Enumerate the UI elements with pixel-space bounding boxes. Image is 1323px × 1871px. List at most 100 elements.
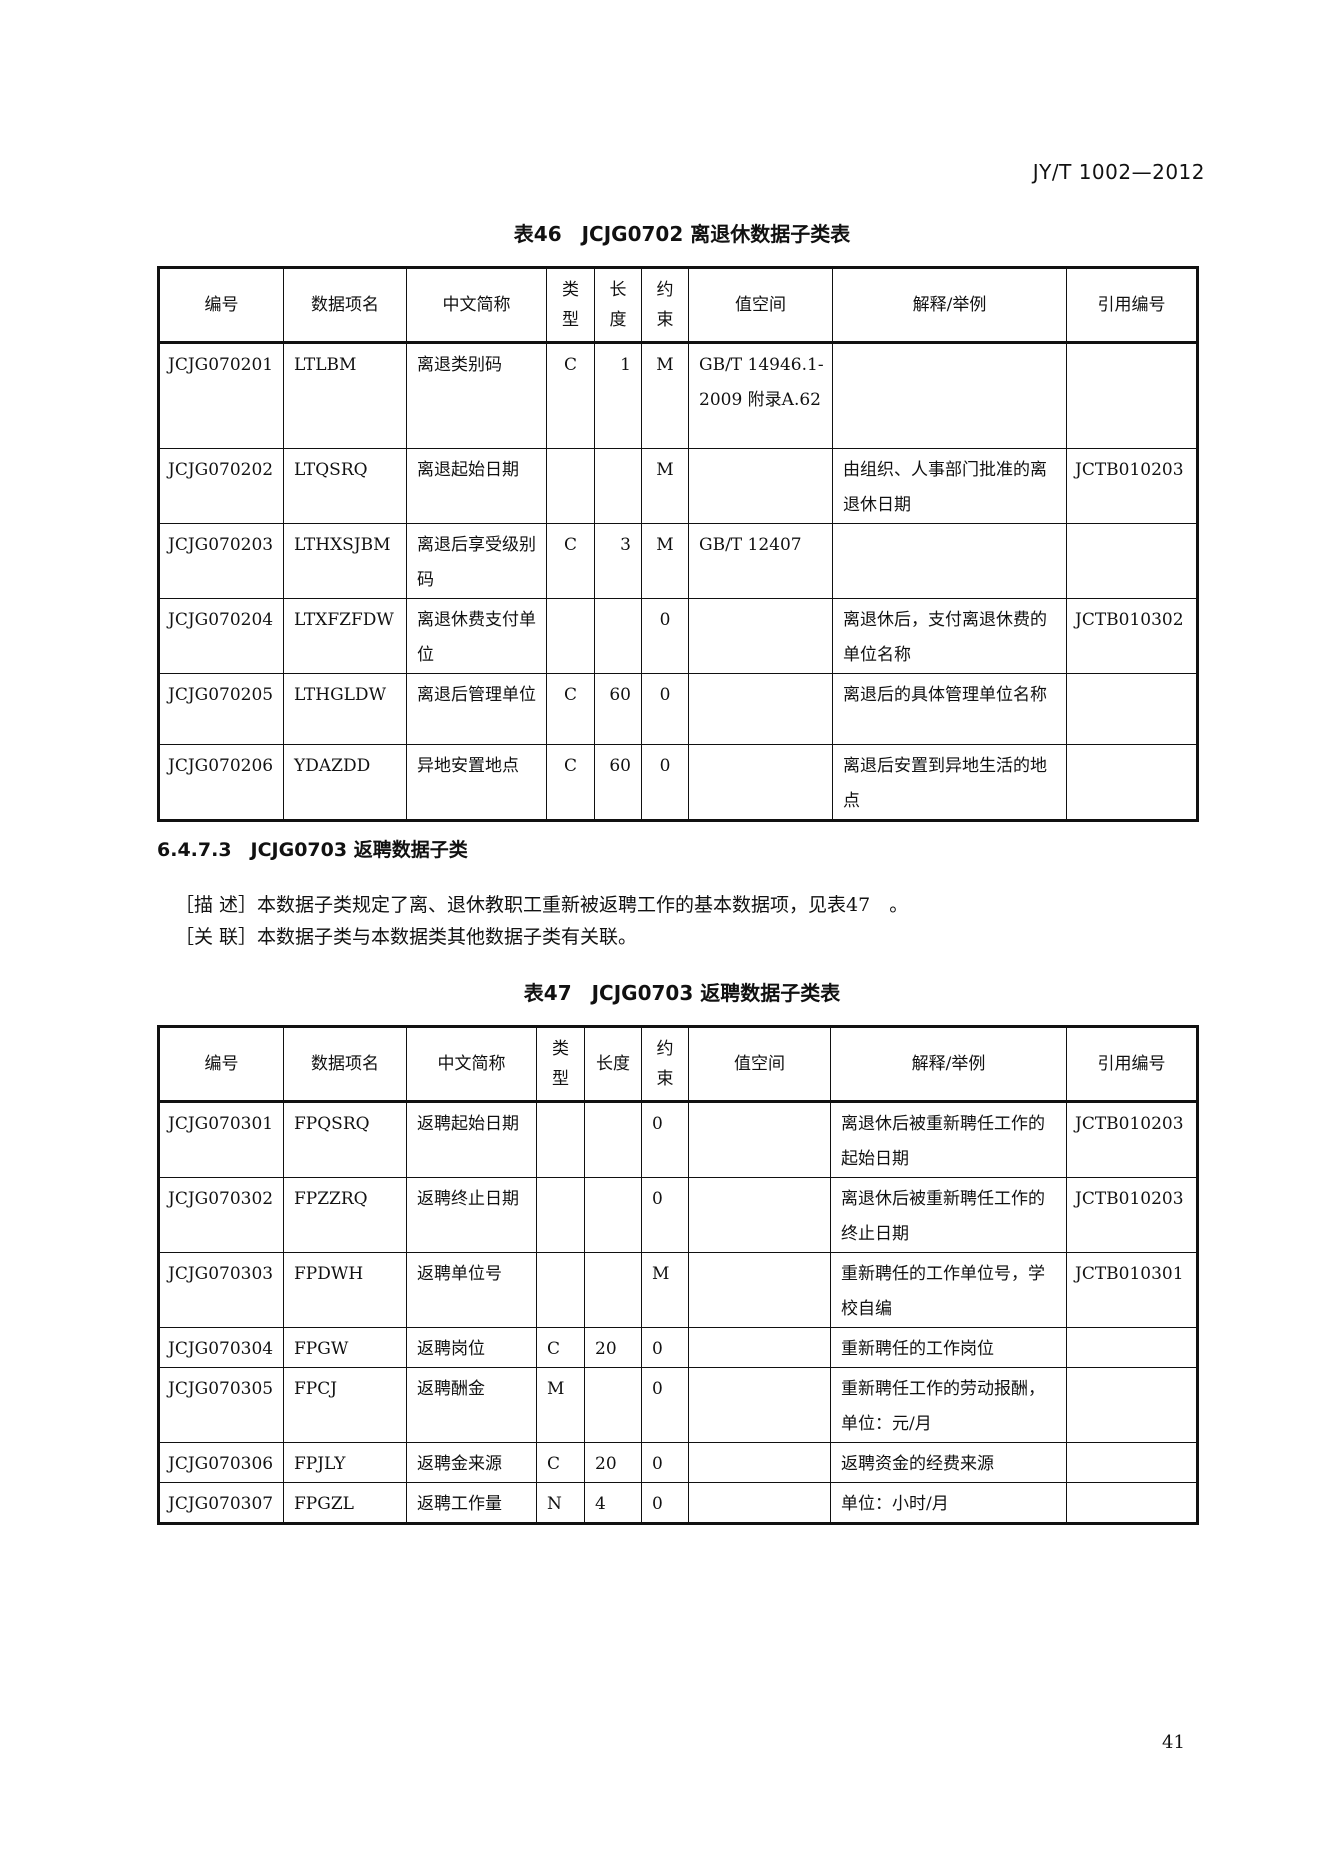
column-header: 解释/举例 (830, 1026, 1067, 1102)
table-cell: FPGW (283, 1327, 407, 1368)
table-cell: 返聘金来源 (406, 1442, 537, 1483)
table-cell: 返聘岗位 (406, 1327, 537, 1368)
table-cell (584, 1177, 642, 1253)
table-cell: JCJG070303 (158, 1252, 284, 1328)
table-cell (832, 342, 1067, 449)
table-cell: 离退后安置到异地生活的地点 (832, 744, 1067, 821)
column-header: 长度 (584, 1026, 642, 1102)
table-cell: 重新聘任的工作岗位 (830, 1327, 1067, 1368)
table-row: JCJG070202 LTQSRQ 离退起始日期 M 由组织、人事部门批准的离退休日期 J… (158, 448, 1198, 524)
table-cell (688, 598, 833, 674)
table-cell: 离退休后被重新聘任工作的起始日期 (830, 1101, 1067, 1178)
table-cell: C (546, 342, 595, 449)
table-cell: 离退起始日期 (406, 448, 547, 524)
column-header: 约束 (641, 1026, 689, 1102)
table-cell: 0 (641, 744, 689, 821)
table-cell (1066, 673, 1198, 745)
table-cell: JCJG070205 (158, 673, 284, 745)
table-cell: LTLBM (283, 342, 407, 449)
table-cell (1066, 1327, 1198, 1368)
table-cell (688, 744, 833, 821)
table-row: JCJG070307 FPGZL 返聘工作量 N 4 0 单位：小时/月 (158, 1482, 1198, 1524)
table-cell: 返聘终止日期 (406, 1177, 537, 1253)
column-header: 值空间 (688, 267, 833, 343)
table-cell: LTQSRQ (283, 448, 407, 524)
table-cell (688, 1482, 831, 1524)
table-cell (688, 1177, 831, 1253)
column-header: 约束 (641, 267, 689, 343)
column-header: 数据项名 (283, 267, 407, 343)
table-cell: FPQSRQ (283, 1101, 407, 1178)
table-cell: C (546, 673, 595, 745)
column-header: 编号 (158, 267, 284, 343)
table-cell: 异地安置地点 (406, 744, 547, 821)
table-cell: JCTB010203 (1066, 1177, 1198, 1253)
table-cell: 离退休后被重新聘任工作的终止日期 (830, 1177, 1067, 1253)
header-row: 编号 数据项名 中文简称 类型 长度 约束 值空间 解释/举例 引用编号 (158, 267, 1198, 343)
table46-title: 表46 JCJG0702 离退休数据子类表 (513, 222, 851, 246)
table-cell (688, 1327, 831, 1368)
table-row: JCJG070205 LTHGLDW 离退后管理单位 C 60 0 离退后的具体管理单位名称 (158, 673, 1198, 745)
table-row: JCJG070304 FPGW 返聘岗位 C 20 0 重新聘任的工作岗位 (158, 1327, 1198, 1368)
table-cell: 20 (584, 1442, 642, 1483)
table-cell (584, 1101, 642, 1178)
table-cell: 0 (641, 598, 689, 674)
table-cell (1066, 1442, 1198, 1483)
table-cell: 60 (594, 744, 642, 821)
table-cell: M (536, 1367, 585, 1443)
table-cell (536, 1252, 585, 1328)
table-cell: FPGZL (283, 1482, 407, 1524)
table-cell: JCJG070307 (158, 1482, 284, 1524)
table-cell (546, 598, 595, 674)
table-cell (1066, 1482, 1198, 1524)
column-header: 数据项名 (283, 1026, 407, 1102)
table-cell (688, 1367, 831, 1443)
table47: 编号 数据项名 中文简称 类型 长度 约束 值空间 解释/举例 引用编号 JCJG070301 FP… (157, 1025, 1199, 1525)
table-cell (832, 523, 1067, 599)
table-cell: 返聘资金的经费来源 (830, 1442, 1067, 1483)
table-cell: JCJG070202 (158, 448, 284, 524)
table-cell (688, 1252, 831, 1328)
table-cell (688, 1442, 831, 1483)
column-header: 引用编号 (1066, 267, 1198, 343)
table-cell (536, 1101, 585, 1178)
table-cell: GB/T 12407 (688, 523, 833, 599)
column-header: 值空间 (688, 1026, 831, 1102)
table-cell: C (546, 523, 595, 599)
column-header: 类型 (546, 267, 595, 343)
table46: 编号 数据项名 中文简称 类型 长度 约束 值空间 解释/举例 引用编号 JCJG070201 LT… (157, 266, 1199, 822)
column-header: 编号 (158, 1026, 284, 1102)
table-cell: 返聘起始日期 (406, 1101, 537, 1178)
standard-code: JY/T 1002—2012 (1032, 160, 1205, 184)
table-cell: 离退后管理单位 (406, 673, 547, 745)
table-cell (536, 1177, 585, 1253)
table-cell: 1 (594, 342, 642, 449)
table-cell: JCJG070306 (158, 1442, 284, 1483)
table-cell: 0 (641, 1442, 689, 1483)
table-cell: 0 (641, 1367, 689, 1443)
table-cell: 离退类别码 (406, 342, 547, 449)
table47-title: 表47 JCJG0703 返聘数据子类表 (523, 981, 841, 1005)
table-cell: LTHGLDW (283, 673, 407, 745)
table-cell (688, 448, 833, 524)
table-cell: 由组织、人事部门批准的离退休日期 (832, 448, 1067, 524)
section-description: ［描 述］本数据子类规定了离、退休教职工重新被返聘工作的基本数据项，见表47 。 (175, 894, 909, 916)
table-cell: JCJG070206 (158, 744, 284, 821)
table-cell: M (641, 448, 689, 524)
table-cell: 4 (584, 1482, 642, 1524)
table-row: JCJG070206 YDAZDD 异地安置地点 C 60 0 离退后安置到异地生活的地点 (158, 744, 1198, 821)
table-cell: C (536, 1327, 585, 1368)
table-cell (546, 448, 595, 524)
table-cell: 0 (641, 1327, 689, 1368)
table-cell (1066, 1367, 1198, 1443)
table-cell: 0 (641, 1177, 689, 1253)
table-row: JCJG070203 LTHXSJBM 离退后享受级别码 C 3 M GB/T 12407 (158, 523, 1198, 599)
table-cell: FPDWH (283, 1252, 407, 1328)
table-cell: FPJLY (283, 1442, 407, 1483)
table-cell (1066, 342, 1198, 449)
table-cell: JCJG070203 (158, 523, 284, 599)
table-cell: LTXFZFDW (283, 598, 407, 674)
table-cell: 60 (594, 673, 642, 745)
table-cell: JCTB010203 (1066, 448, 1198, 524)
table-row: JCJG070201 LTLBM 离退类别码 C 1 M GB/T 14946.1-2009… (158, 342, 1198, 449)
